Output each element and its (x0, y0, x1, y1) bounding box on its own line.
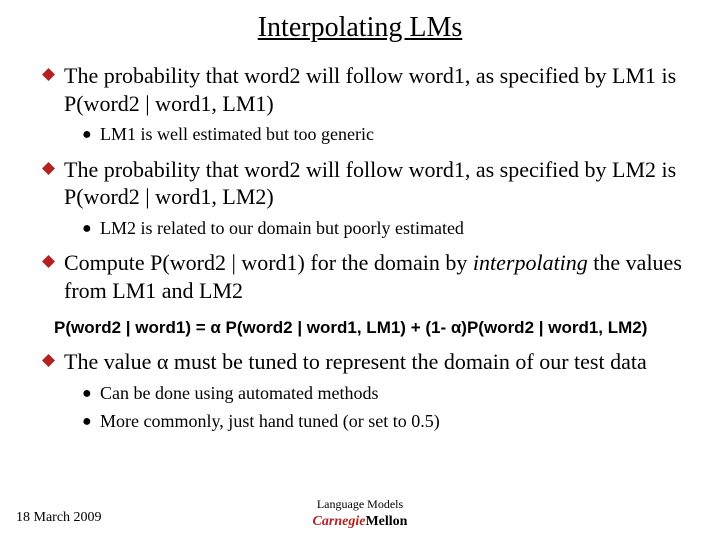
bullet-item: The probability that word2 will follow w… (42, 156, 692, 211)
slide: Interpolating LMs The probability that w… (0, 0, 720, 540)
bullet-text: The probability that word2 will follow w… (64, 62, 692, 117)
bullet-text: The value α must be tuned to represent t… (64, 348, 692, 376)
sub-bullet-text: LM1 is well estimated but too generic (100, 123, 692, 146)
dot-icon: ● (82, 412, 100, 432)
sub-bullet-item: ● More commonly, just hand tuned (or set… (82, 410, 692, 433)
bullet-text: The probability that word2 will follow w… (64, 156, 692, 211)
interpolation-formula: P(word2 | word1) = α P(word2 | word1, LM… (42, 318, 692, 338)
footer-center: Language Models CarnegieMellon (0, 497, 720, 530)
sub-bullet-item: ● LM2 is related to our domain but poorl… (82, 217, 692, 240)
bullet-text: Compute P(word2 | word1) for the domain … (64, 249, 692, 304)
slide-title: Interpolating LMs (0, 0, 720, 52)
diamond-icon (42, 354, 64, 367)
sub-bullet-item: ● Can be done using automated methods (82, 382, 692, 405)
sub-bullet-text: Can be done using automated methods (100, 382, 692, 405)
dot-icon: ● (82, 219, 100, 239)
diamond-icon (42, 255, 64, 268)
diamond-icon (42, 162, 64, 175)
bullet-item: Compute P(word2 | word1) for the domain … (42, 249, 692, 304)
sub-bullet-item: ● LM1 is well estimated but too generic (82, 123, 692, 146)
cmu-wordmark: CarnegieMellon (0, 514, 720, 530)
cmu-carnegie: Carnegie (313, 514, 366, 529)
cmu-mellon: Mellon (365, 514, 407, 529)
slide-content: The probability that word2 will follow w… (0, 62, 720, 433)
sub-bullet-text: LM2 is related to our domain but poorly … (100, 217, 692, 240)
dot-icon: ● (82, 384, 100, 404)
bullet-item: The probability that word2 will follow w… (42, 62, 692, 117)
bullet-item: The value α must be tuned to represent t… (42, 348, 692, 376)
sub-bullet-text: More commonly, just hand tuned (or set t… (100, 410, 692, 433)
dot-icon: ● (82, 125, 100, 145)
diamond-icon (42, 68, 64, 81)
footer-label: Language Models (0, 497, 720, 512)
